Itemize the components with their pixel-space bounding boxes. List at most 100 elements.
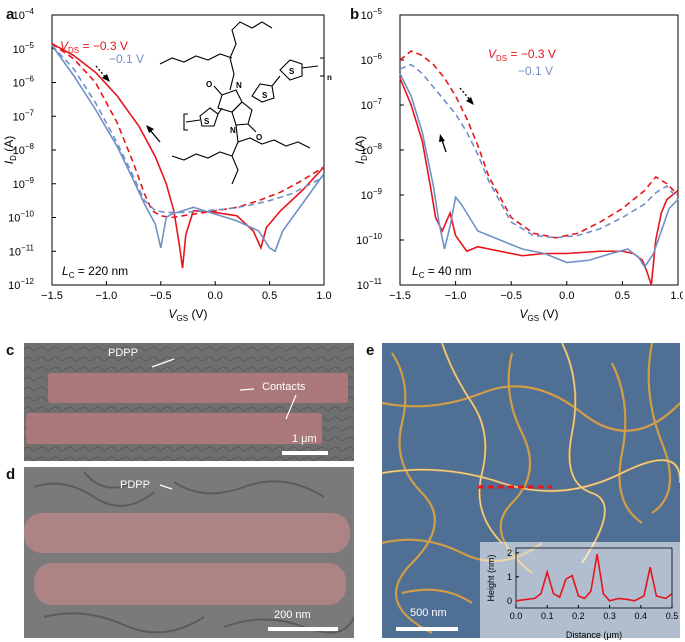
series-b (399, 50, 679, 286)
e-series-line-0 (515, 553, 673, 602)
series-e (515, 553, 673, 602)
svg-text:N: N (230, 126, 236, 135)
label-pdpp-c: PDPP (108, 347, 138, 359)
e-xtick-label-2: 0.2 (572, 611, 585, 621)
annotation-a: LC = 220 nm (62, 264, 128, 280)
svg-text:S: S (204, 117, 210, 126)
sem-texture-d (24, 471, 354, 634)
e-ytick-label-0: 0 (507, 596, 512, 606)
b-xtick-label-0: −1.5 (389, 290, 411, 302)
svg-text:O: O (256, 133, 262, 142)
e-xtick-label-5: 0.5 (666, 611, 679, 621)
a-ytick-label-1: 10−11 (9, 243, 35, 258)
scalebar-label-c: 1 μm (292, 433, 317, 445)
series-a (51, 42, 325, 269)
svg-text:S: S (262, 91, 268, 100)
svg-text:O: O (206, 80, 212, 89)
a-series-line-2 (51, 44, 325, 253)
b-xtick-label-2: −0.5 (500, 290, 522, 302)
label-pdpp-d: PDPP (120, 479, 150, 491)
e-ytick-label-2: 2 (507, 548, 512, 558)
contact-electrode-top-d (24, 513, 350, 553)
annotation-b: LC = 40 nm (412, 264, 472, 280)
molecule-structure-icon (159, 21, 325, 185)
ylabel-e: Height (nm) (486, 554, 496, 601)
panel-letter-a: a (6, 6, 15, 23)
svg-text:S: S (289, 67, 295, 76)
ylabel-b: ID (A) (353, 136, 369, 164)
sweep-arrow-dashed-b (459, 87, 474, 105)
panel-letter-e: e (366, 342, 375, 359)
xlabel-b: VGS (V) (520, 307, 559, 323)
b-ytick-label-1: 10−10 (356, 232, 382, 247)
a-xtick-label-2: −0.5 (150, 290, 172, 302)
label-contacts-c: Contacts (262, 381, 306, 393)
scalebar-label-e: 500 nm (410, 607, 447, 619)
a-series-line-1 (51, 43, 325, 219)
a-xtick-label-3: 0.0 (208, 290, 223, 302)
sweep-arrow-solid-a (146, 125, 161, 143)
panel-letter-b: b (350, 6, 360, 23)
e-xtick-label-4: 0.4 (635, 611, 648, 621)
chart-b: −1.5 −1.0 −0.5 0.0 0.5 1.010−1110−1010−910−81… (353, 7, 683, 323)
e-ytick-label-1: 1 (507, 572, 512, 582)
a-series-line-3 (51, 44, 325, 214)
a-xtick-label-4: 0.5 (262, 290, 277, 302)
a-ytick-label-7: 10−5 (13, 41, 35, 56)
a-xtick-label-1: −1.0 (96, 290, 118, 302)
contact-electrode-top (48, 373, 348, 403)
sweep-arrow-solid-b (439, 134, 447, 153)
legend-a-blue: −0.1 V (109, 52, 144, 66)
b-xtick-label-5: 1.0 (670, 290, 683, 302)
a-xtick-label-0: −1.5 (41, 290, 63, 302)
e-xtick-label-0: 0.0 (510, 611, 523, 621)
legend-a-red: VDS = −0.3 V (60, 39, 128, 55)
ticks-e: 0.0 0.1 0.2 0.3 0.4 0.5 0 1 2 (507, 548, 678, 621)
legend-b-blue: −0.1 V (518, 64, 553, 78)
b-series-line-3 (399, 63, 679, 239)
b-series-line-1 (399, 50, 679, 239)
ylabel-a: ID (A) (2, 136, 18, 164)
b-series-line-0 (399, 77, 679, 286)
a-ytick-label-2: 10−10 (8, 210, 34, 225)
xlabel-a: VGS (V) (169, 307, 208, 323)
plot-frame-a (51, 14, 325, 286)
panel-letter-c: c (6, 342, 15, 359)
chart-e-inset: 0.0 0.1 0.2 0.3 0.4 0.5 0 1 2 Height (nm) Distan… (480, 542, 680, 642)
svg-text:N: N (236, 81, 242, 90)
contact-electrode-bottom-d (34, 563, 346, 605)
b-xtick-label-4: 0.5 (615, 290, 630, 302)
chart-a: −1.5 −1.0 −0.5 0.0 0.5 1.0 10−12 10−11 10−10 10−9… (2, 7, 332, 323)
a-ytick-label-8: 10−4 (13, 7, 35, 22)
sweep-arrow-dashed-a (95, 65, 110, 82)
e-xtick-label-3: 0.3 (603, 611, 616, 621)
scalebar-e (396, 627, 458, 631)
b-ytick-label-2: 10−9 (361, 187, 383, 202)
ticks-a: −1.5 −1.0 −0.5 0.0 0.5 1.0 10−12 10−11 10−10 10−9… (8, 7, 331, 302)
contact-electrode-bottom (26, 413, 322, 444)
b-ytick-label-0: 10−11 (357, 277, 383, 292)
svg-text:n: n (327, 73, 332, 82)
a-ytick-label-3: 10−9 (13, 176, 35, 191)
b-ytick-label-5: 10−6 (361, 52, 383, 67)
b-ytick-label-6: 10−5 (361, 7, 383, 22)
scalebar-c (282, 451, 328, 455)
a-series-line-0 (51, 42, 325, 269)
xlabel-e: Distance (μm) (566, 630, 622, 640)
a-ytick-label-5: 10−7 (13, 108, 35, 123)
a-ytick-label-6: 10−6 (13, 75, 35, 90)
a-ytick-label-0: 10−12 (8, 277, 34, 292)
scalebar-label-d: 200 nm (274, 609, 311, 621)
legend-b-red: VDS = −0.3 V (488, 47, 556, 63)
molecule-labels: n O O N N S S S (204, 67, 332, 142)
a-xtick-label-5: 1.0 (316, 290, 331, 302)
panel-letter-d: d (6, 466, 16, 483)
e-xtick-label-1: 0.1 (541, 611, 554, 621)
b-xtick-label-1: −1.0 (445, 290, 467, 302)
sem-texture-c (24, 343, 354, 461)
sem-image-c: PDPP Contacts 1 μm (24, 343, 354, 461)
b-ytick-label-4: 10−7 (361, 97, 383, 112)
b-xtick-label-3: 0.0 (559, 290, 574, 302)
sem-image-d: PDPP 200 nm (24, 467, 354, 638)
scalebar-d (268, 627, 338, 631)
